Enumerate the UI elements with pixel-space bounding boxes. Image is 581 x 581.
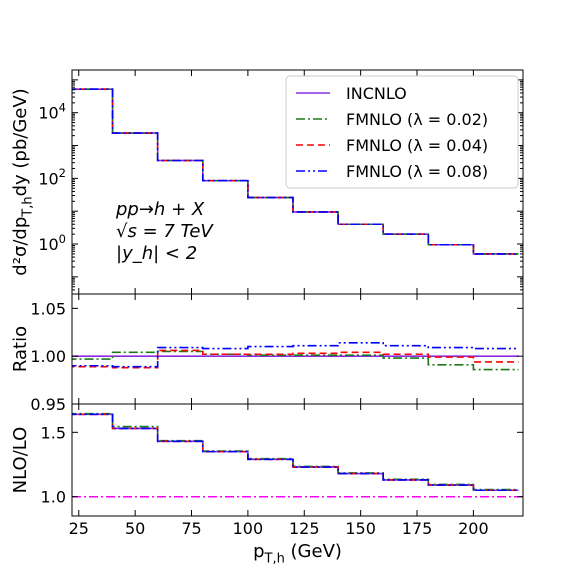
ytick-label: 1.5 — [41, 423, 66, 442]
panel-kfactor: 1.0 1.5 25 50 75 100 125 150 175 200 pT,h (GeV) NLO… — [10, 403, 524, 566]
annotation-0: pp→h + X — [115, 199, 205, 220]
legend-label-0: INCNLO — [346, 84, 407, 103]
xtick-label: 125 — [289, 519, 320, 538]
series-line-ratio-2 — [72, 349, 519, 369]
series-line-ratio-3 — [72, 341, 519, 368]
panel-ratio: 0.95 1.00 1.05 Ratio — [10, 293, 524, 414]
plot-area-main — [72, 88, 519, 255]
y-axis-label-main: d²σ/dpT,hdy (pb/GeV) — [10, 88, 35, 275]
series-line-kfactor-3 — [72, 413, 519, 492]
series-line-main-3 — [72, 88, 519, 255]
series-line-ratio-1 — [72, 350, 519, 371]
y-axis-label-ratio: Ratio — [10, 326, 31, 372]
ytick-label: 0.95 — [30, 395, 66, 414]
ytick-label: 1.05 — [30, 299, 66, 318]
legend-box — [285, 75, 519, 189]
xtick-label: 200 — [458, 519, 489, 538]
axes-frame-kfactor — [71, 403, 524, 517]
ytick-label: 1.00 — [30, 347, 66, 366]
xtick-label: 175 — [402, 519, 433, 538]
legend-label-3: FMNLO (λ = 0.08) — [346, 162, 488, 181]
annotation-1: √s = 7 TeV — [116, 221, 214, 242]
series-line-kfactor-1 — [72, 412, 519, 491]
ytick-label: 1.0 — [41, 488, 66, 507]
ytick-label: 102 — [38, 166, 66, 188]
y-axis-label-kfactor: NLO/LO — [10, 427, 31, 494]
xtick-label: 100 — [233, 519, 264, 538]
plot-area-kfactor — [72, 412, 523, 498]
plot-area-ratio — [72, 341, 519, 371]
xtick-label: 150 — [345, 519, 376, 538]
xtick-label: 50 — [125, 519, 145, 538]
legend-label-2: FMNLO (λ = 0.04) — [346, 136, 488, 155]
legend-label-1: FMNLO (λ = 0.02) — [346, 110, 488, 129]
xtick-label: 75 — [181, 519, 201, 538]
ytick-label: 100 — [38, 232, 66, 254]
axes-frame-ratio — [71, 293, 524, 405]
annotation-2: |y_h| < 2 — [116, 243, 197, 264]
ytick-label: 104 — [38, 101, 66, 123]
series-line-kfactor-2 — [72, 413, 519, 492]
series-line-kfactor-0 — [72, 413, 519, 492]
x-axis-label: pT,h (GeV) — [253, 541, 342, 566]
xtick-label: 25 — [69, 519, 89, 538]
